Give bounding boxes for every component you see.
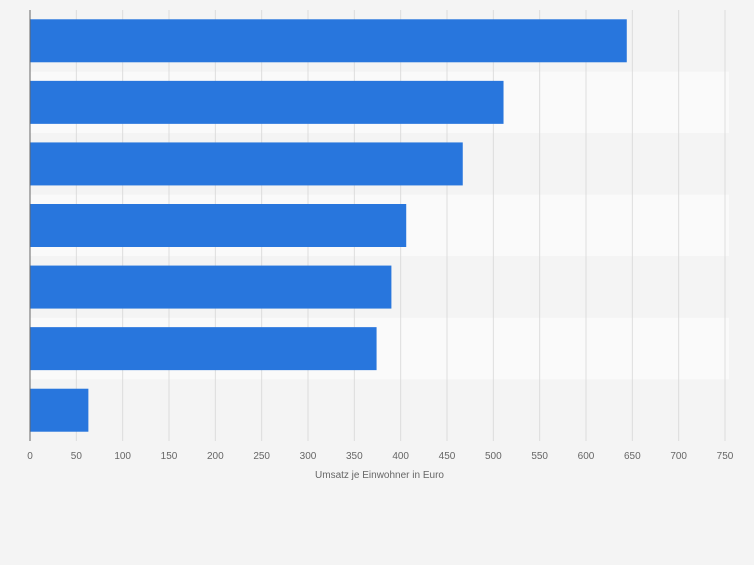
- x-tick-label: 450: [439, 451, 456, 462]
- x-tick-label: 100: [114, 451, 131, 462]
- bar[interactable]: [30, 19, 627, 63]
- x-tick-label: 200: [207, 451, 224, 462]
- bar[interactable]: [30, 327, 377, 371]
- row-band: [30, 379, 729, 441]
- x-tick-label: 500: [485, 451, 502, 462]
- x-tick-label: 0: [27, 451, 33, 462]
- x-tick-labels: 0 50 100 150 200 250 300 350 400 450 500 550 600 650 7…: [27, 451, 734, 462]
- bar[interactable]: [30, 80, 504, 124]
- x-tick-label: 600: [578, 451, 595, 462]
- bar[interactable]: [30, 265, 392, 309]
- x-tick-label: 750: [717, 451, 734, 462]
- x-tick-label: 350: [346, 451, 363, 462]
- x-tick-label: 150: [161, 451, 178, 462]
- x-tick-label: 250: [253, 451, 270, 462]
- x-tick-label: 550: [531, 451, 548, 462]
- x-tick-label: 50: [71, 451, 83, 462]
- x-tick-label: 700: [670, 451, 687, 462]
- bar[interactable]: [30, 388, 89, 432]
- bar[interactable]: [30, 142, 463, 186]
- x-axis-label: Umsatz je Einwohner in Euro: [315, 470, 444, 481]
- x-tick-label: 400: [392, 451, 409, 462]
- x-tick-label: 300: [300, 451, 317, 462]
- bar[interactable]: [30, 204, 407, 247]
- x-tick-label: 650: [624, 451, 641, 462]
- bars: [30, 19, 627, 432]
